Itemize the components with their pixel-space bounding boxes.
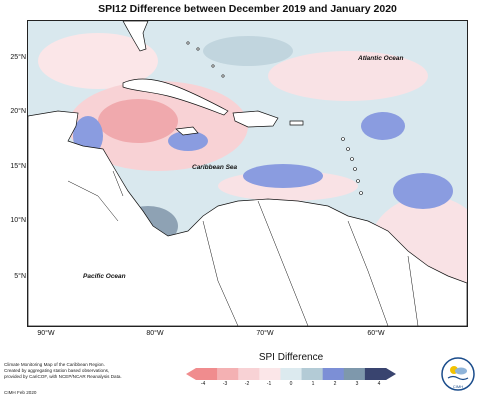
caribbean-sea-label: Caribbean Sea (192, 164, 238, 171)
x-tick-label: 60°W (367, 330, 385, 337)
legend-tick: 0 (289, 381, 293, 387)
legend-tick: -3 (222, 381, 228, 387)
legend-tick: 4 (377, 381, 381, 387)
legend-swatch (322, 368, 345, 380)
cimh-logo-icon (441, 357, 475, 391)
legend-swatch (343, 368, 366, 380)
legend-swatch (217, 368, 239, 380)
logo-label: CIMH (452, 384, 464, 389)
blue-anomaly-shade (243, 164, 323, 188)
y-tick-label: 10°N (10, 217, 26, 224)
y-tick-label: 15°N (10, 163, 26, 170)
y-tick-label: 25°N (10, 54, 26, 61)
atlantic-ocean-label: Atlantic Ocean (358, 55, 404, 62)
blue-anomaly-shade (203, 36, 293, 66)
legend-arrow-left (186, 368, 196, 380)
legend-tick: -4 (200, 381, 206, 387)
legend-tick: 1 (311, 381, 315, 387)
y-tick-label: 5°N (14, 273, 26, 280)
legend-swatch (238, 368, 260, 380)
y-tick-label: 20°N (10, 108, 26, 115)
footer-note-line: Created by aggregating station based obs… (4, 368, 110, 373)
x-tick-label: 80°W (146, 330, 164, 337)
legend-swatch (196, 368, 218, 380)
footer-note-line: provided by CariCOF, with NCEP/NCAR Rean… (4, 374, 122, 379)
red-anomaly-shade (98, 99, 178, 143)
x-tick-label: 70°W (256, 330, 274, 337)
legend-swatch (301, 368, 323, 380)
footer-note: Climate Monitoring Map of the Caribbean … (4, 362, 154, 380)
legend-swatch (280, 368, 302, 380)
legend-title: SPI Difference (258, 352, 324, 363)
pink-anomaly-shade (38, 33, 158, 89)
legend-swatch (364, 368, 387, 380)
footer-credit: CIMH Feb 2020 (4, 390, 37, 395)
blue-anomaly-shade (168, 131, 208, 151)
spi-difference-map (28, 21, 467, 326)
map-area: Atlantic Ocean Caribbean Sea Pacific Oce… (27, 20, 468, 327)
land-outlines (28, 21, 467, 326)
legend-arrow-right (386, 368, 396, 380)
lesser-antilles (186, 41, 363, 195)
legend-tick: 2 (333, 381, 337, 387)
legend-swatch (259, 368, 281, 380)
legend-tick: 3 (355, 381, 359, 387)
legend-tick: -1 (266, 381, 272, 387)
country-borders (67, 170, 419, 326)
pink-anomaly-shade (268, 51, 428, 101)
pacific-ocean-label: Pacific Ocean (83, 273, 126, 280)
blue-anomaly-shade (361, 112, 405, 140)
map-title: SPI12 Difference between December 2019 a… (98, 3, 397, 15)
x-tick-label: 90°W (37, 330, 55, 337)
blue-anomaly-shade (393, 173, 453, 209)
legend-colorbar (186, 368, 396, 380)
legend-ticks: -4 -3 -2 -1 0 1 2 3 4 (186, 381, 396, 391)
footer-note-line: Climate Monitoring Map of the Caribbean … (4, 362, 105, 367)
legend-tick: -2 (244, 381, 250, 387)
